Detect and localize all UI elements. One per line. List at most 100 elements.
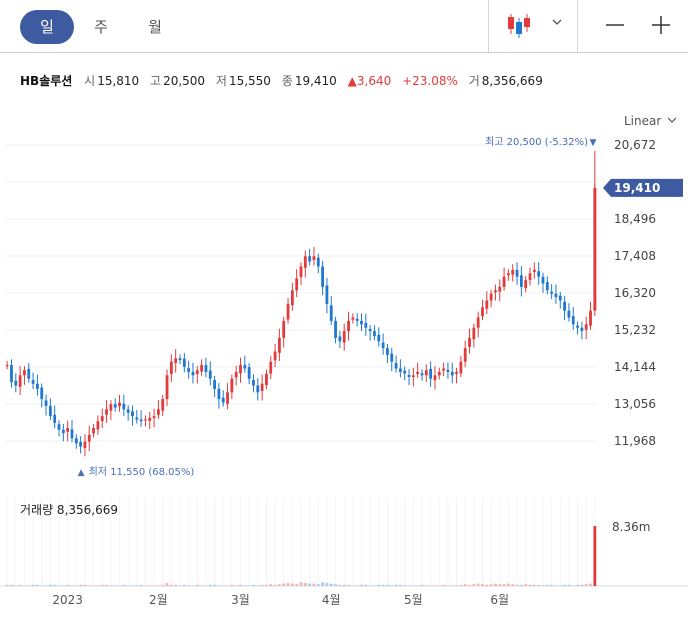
quote-summary: HB솔루션 시 15,810 고 20,500 저 15,550 종 19,410 ▲3… (20, 72, 550, 89)
candle (135, 417, 139, 420)
scale-dropdown[interactable]: Linear (624, 114, 679, 128)
candle (416, 371, 420, 374)
volume-bar (532, 584, 536, 586)
y-tick-label: 15,232 (614, 323, 656, 337)
candle (70, 429, 74, 439)
candle (234, 371, 238, 378)
volume-bar (213, 584, 216, 586)
volume-bar (36, 584, 39, 586)
high-annotation: 최고 20,500 (-5.32%) (485, 136, 588, 148)
chart-type-dropdown[interactable] (488, 0, 578, 52)
volume-bar (511, 584, 515, 586)
candle (105, 409, 108, 415)
zoom-in-icon[interactable] (648, 12, 674, 38)
candle (204, 365, 208, 372)
volume-bar (109, 585, 113, 586)
candle (450, 371, 454, 376)
volume-bar (316, 584, 320, 586)
candle (161, 399, 165, 411)
candle (541, 276, 545, 284)
candle (182, 358, 186, 367)
volume-bar (450, 585, 454, 586)
volume-bar (178, 585, 182, 586)
volume-bar (122, 584, 126, 586)
volume-bar (571, 585, 575, 586)
chevron-down-icon (667, 117, 677, 123)
tab-weekly[interactable]: 주 (94, 18, 108, 36)
y-tick-label: 16,320 (614, 286, 656, 300)
candle (96, 421, 100, 430)
candle (282, 320, 286, 338)
candle (580, 327, 584, 332)
candle (554, 293, 558, 298)
candle (122, 403, 126, 410)
candle (74, 438, 78, 444)
candle (230, 378, 234, 393)
candle (290, 290, 294, 306)
volume-bar (295, 584, 299, 586)
volume-bar (481, 584, 484, 586)
volume-bar (139, 584, 143, 586)
candle (178, 358, 182, 360)
candle (398, 368, 402, 372)
candle (169, 361, 173, 374)
zoom-out-icon[interactable] (602, 12, 628, 38)
x-tick-label: 2023 (52, 593, 83, 607)
candle (303, 256, 307, 268)
candle (351, 317, 355, 320)
volume-bar (200, 585, 204, 586)
candle (195, 370, 199, 374)
volume-bar (87, 585, 91, 586)
candle (273, 351, 277, 361)
candle (433, 375, 437, 381)
tab-daily[interactable]: 일 (20, 10, 74, 44)
x-tick-label: 3월 (231, 593, 250, 607)
candle (48, 405, 52, 417)
volume-bar (347, 584, 350, 586)
current-price-label: 19,410 (614, 181, 660, 195)
volume-bar (403, 585, 407, 586)
volume-bar (386, 584, 389, 586)
candle (144, 419, 147, 421)
candle (5, 365, 9, 367)
volume-bar (265, 584, 268, 586)
volume-bar (92, 585, 95, 586)
candle (334, 320, 337, 338)
volume-bar (485, 584, 489, 586)
candle (481, 307, 484, 317)
volume-bar (381, 584, 385, 586)
candle (131, 411, 134, 417)
candle (191, 371, 195, 376)
annotations: 최고 20,500 (-5.32%) ▼ ▲ 최저 11,550 (68.05%) 19… (78, 136, 683, 478)
volume-bar (364, 584, 368, 586)
volume-bar (105, 584, 108, 586)
volume-bar (144, 585, 147, 586)
volume-bar (420, 584, 424, 586)
volume-bar (44, 585, 48, 586)
volume-bar (541, 585, 545, 586)
volume-bar (394, 584, 398, 586)
change-percent: +23.08% (402, 74, 458, 88)
tab-monthly[interactable]: 월 (148, 18, 162, 36)
volume-bar (567, 584, 571, 586)
candle (468, 337, 471, 347)
volume-bar (187, 585, 191, 586)
volume-bar (312, 583, 316, 586)
volume-bar (411, 585, 415, 586)
candle (57, 424, 61, 430)
candle (442, 368, 446, 371)
candle (217, 388, 221, 400)
x-tick-label: 6월 (490, 593, 509, 607)
candle (53, 414, 57, 423)
volume-bar (593, 526, 597, 586)
candle (558, 295, 562, 301)
volume-bar (558, 585, 562, 586)
candle (265, 373, 268, 386)
volume-bar (437, 585, 441, 586)
candle (424, 370, 428, 376)
candle (113, 404, 117, 408)
candle (83, 441, 87, 449)
candle (515, 269, 519, 277)
volume-bar (377, 584, 381, 586)
